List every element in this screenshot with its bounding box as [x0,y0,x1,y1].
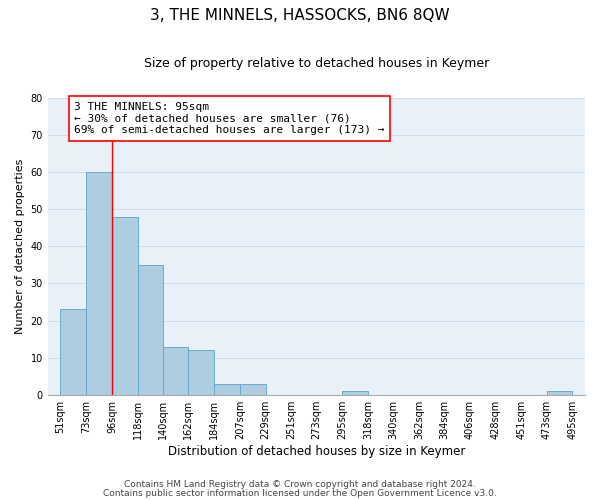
Bar [163,346,188,395]
Bar [86,172,112,394]
Bar [188,350,214,395]
Y-axis label: Number of detached properties: Number of detached properties [15,158,25,334]
X-axis label: Distribution of detached houses by size in Keymer: Distribution of detached houses by size … [168,444,465,458]
Title: Size of property relative to detached houses in Keymer: Size of property relative to detached ho… [144,58,489,70]
Bar [214,384,241,394]
Bar [342,391,368,394]
Bar [138,265,163,394]
Bar [61,310,86,394]
Text: 3 THE MINNELS: 95sqm
← 30% of detached houses are smaller (76)
69% of semi-detac: 3 THE MINNELS: 95sqm ← 30% of detached h… [74,102,385,135]
Text: Contains HM Land Registry data © Crown copyright and database right 2024.: Contains HM Land Registry data © Crown c… [124,480,476,489]
Text: 3, THE MINNELS, HASSOCKS, BN6 8QW: 3, THE MINNELS, HASSOCKS, BN6 8QW [150,8,450,22]
Bar [112,216,138,394]
Bar [241,384,266,394]
Bar [547,391,572,394]
Text: Contains public sector information licensed under the Open Government Licence v3: Contains public sector information licen… [103,489,497,498]
